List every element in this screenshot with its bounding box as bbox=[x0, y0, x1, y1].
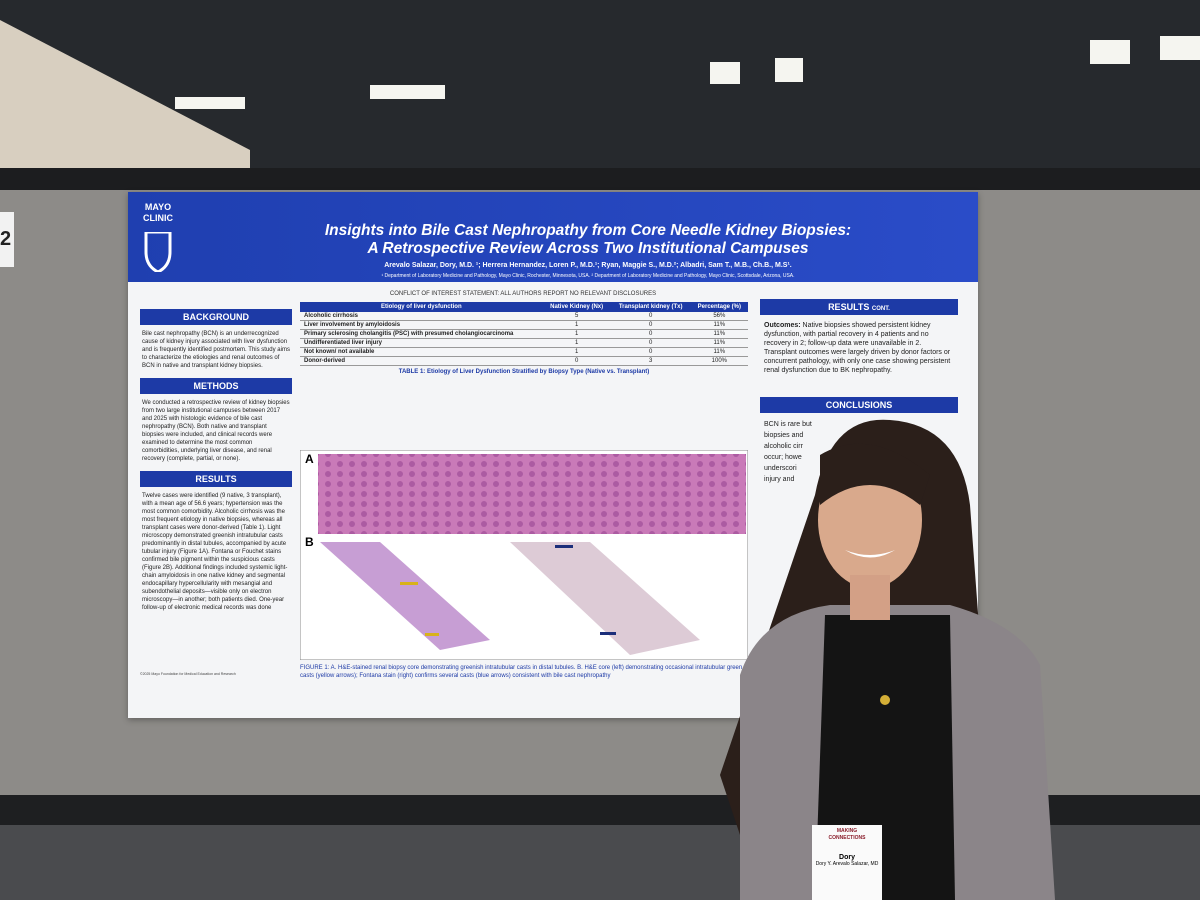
table-area: Etiology of liver dysfunction Native Kidn… bbox=[300, 302, 748, 375]
outcomes-label: Outcomes: bbox=[764, 322, 801, 329]
section-heading: CONCLUSIONS bbox=[760, 397, 958, 413]
table-cell: 11% bbox=[690, 338, 748, 348]
figure-panel-label: B bbox=[303, 535, 316, 549]
conflict-statement: CONFLICT OF INTEREST STATEMENT: ALL AUTH… bbox=[389, 291, 657, 297]
table-cell: Undifferentiated liver injury bbox=[300, 338, 543, 348]
table-cell: Not known/ not available bbox=[300, 347, 543, 357]
table-row: Liver involvement by amyloidosis 1 0 11% bbox=[300, 320, 748, 330]
logo-text: CLINIC bbox=[143, 213, 173, 223]
table-cell: Liver involvement by amyloidosis bbox=[300, 320, 543, 330]
table-cell: 56% bbox=[690, 312, 748, 321]
table-cell: Donor-derived bbox=[300, 356, 543, 366]
copyright: ©2025 Mayo Foundation for Medical Educat… bbox=[140, 672, 236, 676]
figure-panel-label: A bbox=[303, 452, 316, 466]
table-cell: 0 bbox=[610, 312, 691, 321]
table-cell: 11% bbox=[690, 347, 748, 357]
table-header-cell: Transplant kidney (Tx) bbox=[610, 302, 691, 312]
figure bbox=[300, 450, 748, 660]
conclusion-line: biopsies and bbox=[764, 432, 804, 439]
section-text: Twelve cases were identified (9 native, … bbox=[142, 493, 288, 611]
title-line: Insights into Bile Cast Nephropathy from… bbox=[324, 222, 852, 239]
table-row: Alcoholic cirrhosis 5 0 56% bbox=[300, 312, 748, 321]
affiliations: ¹ Department of Laboratory Medicine and … bbox=[381, 273, 795, 279]
section-heading: RESULTS bbox=[140, 471, 292, 487]
table-cell: 3 bbox=[610, 356, 691, 366]
table-cell: 0 bbox=[610, 347, 691, 357]
table-header-cell: Etiology of liver dysfunction bbox=[300, 302, 543, 312]
heading-suffix: CONT. bbox=[871, 306, 890, 312]
table-cell: 11% bbox=[690, 329, 748, 339]
right-column: RESULTS CONT. Outcomes: Native biopsies … bbox=[760, 299, 958, 491]
table-row: Primary sclerosing cholangitis (PSC) wit… bbox=[300, 329, 748, 339]
section-text: BCN is rare but biopsies and alcoholic cir… bbox=[764, 419, 954, 485]
figure-caption: FIGURE 1: A. H&E-stained renal biopsy co… bbox=[300, 665, 743, 679]
table-cell: 0 bbox=[610, 320, 691, 330]
table-caption: TABLE 1: Etiology of Liver Dysfunction S… bbox=[398, 369, 650, 375]
section-heading: METHODS bbox=[140, 378, 292, 394]
table-header-row: Etiology of liver dysfunction Native Kidn… bbox=[300, 302, 748, 312]
conclusion-line: BCN is rare but bbox=[764, 421, 812, 428]
table-cell: 5 bbox=[542, 312, 611, 321]
badge-event: MAKING bbox=[836, 828, 858, 834]
table-row: Donor-derived 0 3 100% bbox=[300, 356, 748, 366]
person bbox=[720, 419, 1055, 900]
table: Etiology of liver dysfunction Native Kidn… bbox=[300, 302, 748, 366]
name-badge: MAKING CONNECTIONS Dory Dory Y. Arevalo … bbox=[812, 825, 882, 900]
outcomes-text: Native biopsies showed persistent kidney… bbox=[764, 322, 951, 374]
table-cell: 0 bbox=[610, 329, 691, 339]
table-cell: 1 bbox=[542, 347, 611, 357]
section-heading: RESULTS CONT. bbox=[760, 299, 958, 315]
table-header-cell: Native Kidney (Nx) bbox=[542, 302, 611, 312]
table-row: Not known/ not available 1 0 11% bbox=[300, 347, 748, 357]
conclusion-line: alcoholic cirr bbox=[764, 443, 803, 450]
authors: Arevalo Salazar, Dory, M.D. ¹; Herrera H… bbox=[384, 262, 792, 269]
heading-text: RESULTS bbox=[828, 302, 870, 312]
booth-number: 2 bbox=[0, 228, 12, 250]
left-column: BACKGROUND Bile cast nephropathy (BCN) is… bbox=[140, 309, 292, 617]
table-cell: 1 bbox=[542, 329, 611, 339]
section-text: Bile cast nephropathy (BCN) is an underr… bbox=[142, 331, 290, 369]
table-cell: Alcoholic cirrhosis bbox=[300, 312, 543, 321]
logo-text: MAYO bbox=[144, 202, 172, 212]
conclusion-line: injury and bbox=[764, 476, 795, 483]
section-heading: BACKGROUND bbox=[140, 309, 292, 325]
badge-first-name: Dory bbox=[839, 854, 855, 861]
table-cell: 0 bbox=[610, 338, 691, 348]
table-cell: 1 bbox=[542, 320, 611, 330]
table-cell: 100% bbox=[690, 356, 748, 366]
table-cell: Primary sclerosing cholangitis (PSC) wit… bbox=[300, 329, 543, 339]
logo-shield bbox=[144, 232, 172, 272]
title-line: A Retrospective Review Across Two Instit… bbox=[367, 240, 809, 257]
table-header-cell: Percentage (%) bbox=[690, 302, 748, 312]
section-text: We conducted a retrospective review of k… bbox=[142, 400, 290, 462]
table-cell: 0 bbox=[542, 356, 611, 366]
table-cell: 11% bbox=[690, 320, 748, 330]
table-cell: 1 bbox=[542, 338, 611, 348]
badge-full-name: Dory Y. Arevalo Salazar, MD bbox=[815, 861, 879, 867]
conclusion-line: occur; howe bbox=[764, 454, 802, 461]
table-row: Undifferentiated liver injury 1 0 11% bbox=[300, 338, 748, 348]
badge-event: CONNECTIONS bbox=[828, 835, 866, 841]
section-text: Outcomes: Native biopsies showed persist… bbox=[764, 321, 954, 375]
conclusion-line: underscori bbox=[764, 465, 797, 472]
poster-header: MAYO CLINIC Insights into Bile Cast Neph… bbox=[128, 192, 978, 282]
